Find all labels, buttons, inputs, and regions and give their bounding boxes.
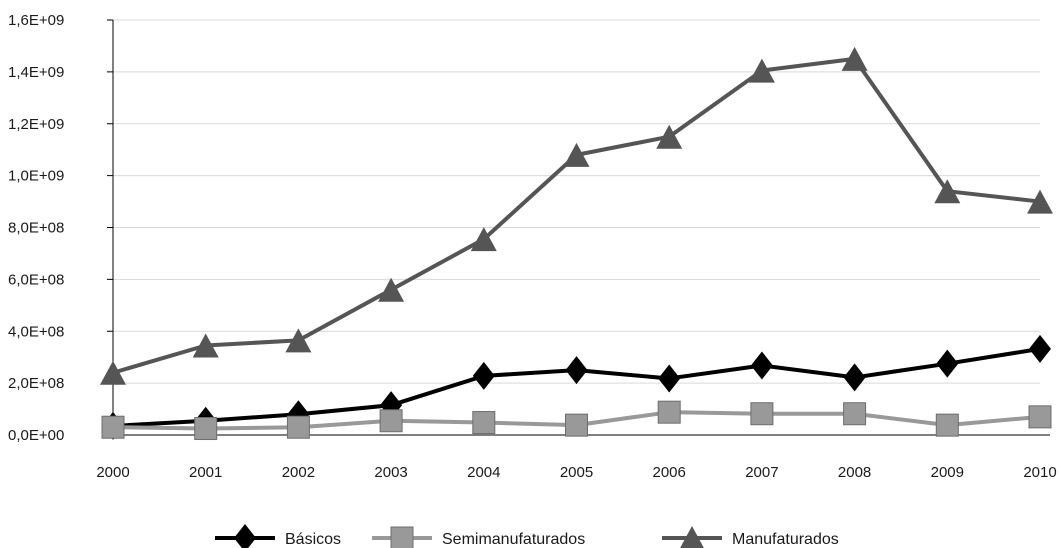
data-point-semimanufaturados <box>565 413 588 437</box>
x-tick-labels: 2000 2001 2002 2003 2004 2005 2006 2007 2008 2009… <box>96 464 1056 481</box>
y-tick-label: 6,0E+08 <box>8 271 64 288</box>
data-point-manufaturados <box>378 277 405 302</box>
legend: Básicos Semimanufaturados Manufaturados <box>215 524 839 548</box>
x-tick-label: 2001 <box>189 464 222 481</box>
y-tick-label: 0,0E+00 <box>8 427 64 444</box>
x-tick-label: 2004 <box>467 464 500 481</box>
data-point-basicos <box>1029 334 1051 363</box>
y-tick-label: 1,2E+09 <box>8 116 64 133</box>
x-tick-label: 2003 <box>374 464 407 481</box>
x-tick-label: 2009 <box>931 464 964 481</box>
data-point-semimanufaturados <box>472 411 496 435</box>
legend-item-manufaturados: Manufaturados <box>662 526 839 548</box>
data-point-semimanufaturados <box>657 400 681 424</box>
data-point-semimanufaturados <box>101 415 125 439</box>
data-point-manufaturados <box>563 142 590 167</box>
data-point-basicos <box>936 349 959 378</box>
x-tick-label: 2008 <box>838 464 871 481</box>
legend-item-basicos: Básicos <box>215 524 341 548</box>
series-manufaturados <box>100 46 1053 385</box>
data-point-manufaturados <box>470 227 497 252</box>
data-point-semimanufaturados <box>379 409 403 433</box>
data-point-semimanufaturados <box>750 402 774 426</box>
y-tick-label: 1,0E+09 <box>8 168 64 185</box>
legend-marker <box>390 526 414 548</box>
x-tick-label: 2005 <box>560 464 593 481</box>
x-tick-label: 2006 <box>653 464 686 481</box>
x-tick-label: 2010 <box>1023 464 1056 481</box>
y-tick-label: 4,0E+08 <box>8 323 64 340</box>
data-point-manufaturados <box>285 328 312 353</box>
y-tick-labels: 0,0E+00 2,0E+08 4,0E+08 6,0E+08 8,0E+08 1,0E+… <box>8 12 64 444</box>
y-tick-label: 1,4E+09 <box>8 64 64 81</box>
x-tick-label: 2002 <box>282 464 315 481</box>
data-point-basicos <box>750 351 773 380</box>
data-point-semimanufaturados <box>843 402 867 426</box>
data-point-manufaturados <box>841 46 868 71</box>
y-tick-label: 1,6E+09 <box>8 12 64 29</box>
data-point-semimanufaturados <box>935 413 959 437</box>
y-tick-label: 2,0E+08 <box>8 375 64 392</box>
legend-label: Básicos <box>285 531 341 548</box>
data-point-semimanufaturados <box>1028 405 1052 429</box>
data-point-basicos <box>658 364 681 393</box>
legend-item-semimanufaturados: Semimanufaturados <box>372 526 585 548</box>
x-tick-label: 2000 <box>96 464 129 481</box>
y-tick-label: 8,0E+08 <box>8 220 64 237</box>
series-layer <box>100 46 1053 441</box>
data-point-manufaturados <box>1027 189 1053 214</box>
legend-label: Manufaturados <box>732 531 839 548</box>
data-point-basicos <box>472 361 495 390</box>
data-point-manufaturados <box>100 360 126 385</box>
series-line-manufaturados <box>112 56 1041 375</box>
data-point-manufaturados <box>934 179 961 204</box>
data-point-basicos <box>565 356 588 385</box>
data-point-semimanufaturados <box>286 415 310 439</box>
data-point-basicos <box>843 363 866 392</box>
data-point-manufaturados <box>192 333 219 358</box>
data-point-manufaturados <box>748 58 775 83</box>
gridlines <box>113 19 1040 384</box>
x-tick-label: 2007 <box>745 464 778 481</box>
series-semimanufaturados <box>101 400 1052 441</box>
data-point-manufaturados <box>656 124 683 149</box>
legend-marker <box>680 526 704 548</box>
legend-marker <box>234 524 256 548</box>
legend-label: Semimanufaturados <box>442 531 585 548</box>
data-point-semimanufaturados <box>194 417 218 441</box>
